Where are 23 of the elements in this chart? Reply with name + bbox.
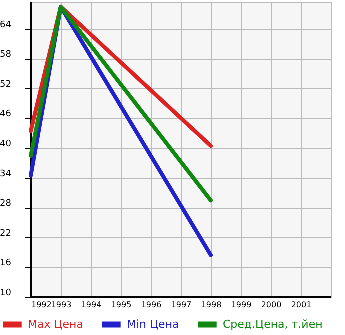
legend-label: Сред.Цена, т.йен <box>223 318 323 331</box>
x-tick-label: 1992 <box>32 300 52 310</box>
y-tick-label: 22 <box>0 228 12 239</box>
y-tick-label: 28 <box>0 199 12 210</box>
x-tick-label: 1997 <box>171 300 192 310</box>
y-tick-label: 58 <box>0 50 12 60</box>
x-tick-label: 1994 <box>81 300 102 310</box>
y-tick-label: 10 <box>0 288 12 298</box>
x-tick-label: 2000 <box>261 300 282 310</box>
y-tick-label: 40 <box>0 140 12 150</box>
x-tick-label: 2001 <box>291 300 312 310</box>
x-tick-label: 1999 <box>231 300 252 310</box>
y-tick-label: 46 <box>0 110 12 120</box>
x-tick-label: 1996 <box>141 300 162 310</box>
y-tick-label: 52 <box>0 80 12 90</box>
x-tick-label: 1993 <box>51 300 72 310</box>
y-tick-label: 16 <box>0 258 12 269</box>
y-tick-label: 34 <box>0 169 12 180</box>
x-tick-label: 1998 <box>201 300 222 310</box>
x-tick-label: 1995 <box>111 300 132 310</box>
legend-label: Max Цена <box>28 318 84 331</box>
y-tick-label: 64 <box>0 20 12 30</box>
legend-label: Min Цена <box>127 318 180 331</box>
